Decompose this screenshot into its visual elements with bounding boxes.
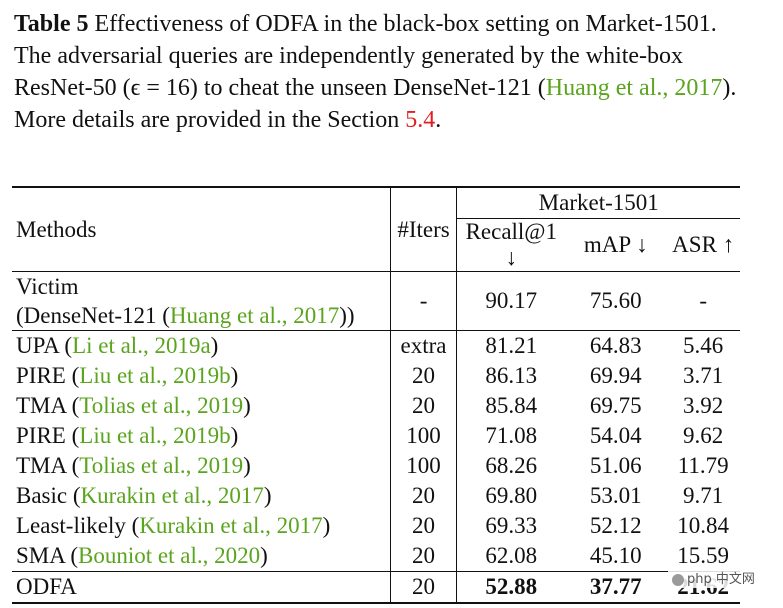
victim-label: Victim	[16, 274, 79, 299]
map-cell: 69.75	[589, 393, 642, 418]
method-name: TMA	[16, 393, 66, 418]
header-map: mAP ↓	[583, 232, 648, 257]
iters-cell: 20	[389, 481, 458, 511]
caption-text-2: ). More details are provided in the Sect…	[14, 75, 737, 133]
method-name: TMA	[16, 453, 66, 478]
method-name: PIRE	[16, 423, 66, 448]
header-dataset: Market-1501	[456, 187, 740, 219]
watermark-text: php 中文网	[687, 572, 755, 587]
caption-text-3: .	[435, 107, 442, 133]
method-name: SMA	[16, 543, 65, 568]
method-cell: TMA (Tolias et al., 2019)	[16, 393, 251, 418]
map-cell: 51.06	[589, 453, 642, 478]
asr-cell: 3.71	[683, 363, 724, 388]
method-citation-link[interactable]: Liu et al., 2019b	[79, 423, 231, 448]
asr-cell: 10.84	[677, 513, 730, 538]
recall-cell: 81.21	[485, 333, 538, 358]
header-methods: Methods	[16, 216, 97, 242]
victim-asr: -	[699, 288, 707, 313]
method-cell: TMA (Tolias et al., 2019)	[16, 453, 251, 478]
recall-cell: 68.26	[485, 453, 538, 478]
method-citation-link[interactable]: Bouniot et al., 2020	[78, 543, 261, 568]
table-caption: Table 5 Effectiveness of ODFA in the bla…	[14, 8, 759, 136]
method-citation-link[interactable]: Tolias et al., 2019	[79, 393, 244, 418]
method-name: PIRE	[16, 363, 66, 388]
method-name: Least-likely	[16, 513, 126, 538]
method-cell: Basic (Kurakin et al., 2017)	[16, 483, 272, 508]
method-citation-link[interactable]: Tolias et al., 2019	[79, 453, 244, 478]
header-recall: Recall@1 ↓	[465, 219, 557, 270]
method-citation-link[interactable]: Liu et al., 2019b	[79, 363, 231, 388]
method-citation-link[interactable]: Kurakin et al., 2017	[80, 483, 264, 508]
victim-iters: -	[389, 271, 458, 331]
odfa-map: 37.77	[589, 574, 642, 599]
map-cell: 64.83	[589, 333, 642, 358]
iters-cell: 100	[389, 451, 458, 481]
method-name: Basic	[16, 483, 68, 508]
table-row: Least-likely (Kurakin et al., 2017) 20 69.…	[12, 511, 740, 541]
table-row: UPA (Li et al., 2019a) extra 81.21 64.83 5.4…	[12, 330, 740, 361]
odfa-recall: 52.88	[485, 574, 538, 599]
method-cell: Least-likely (Kurakin et al., 2017)	[16, 513, 331, 538]
method-cell: SMA (Bouniot et al., 2020)	[16, 543, 268, 568]
table-row: PIRE (Liu et al., 2019b) 20 86.13 69.94 3.71	[12, 361, 740, 391]
table-row: TMA (Tolias et al., 2019) 20 85.84 69.75 3.9…	[12, 391, 740, 421]
map-cell: 54.04	[589, 423, 642, 448]
victim-method: Victim (DenseNet-121 (Huang et al., 2017…	[12, 272, 390, 331]
results-table: Methods #Iters Market-1501 Recall@1 ↓ mA…	[12, 186, 740, 604]
php-logo-icon	[672, 573, 684, 586]
header-row-2: Recall@1 ↓ mAP ↓ ASR ↑	[12, 219, 740, 272]
header-asr: ASR ↑	[672, 232, 735, 257]
header-iters: #Iters	[389, 187, 458, 272]
recall-cell: 69.33	[485, 513, 538, 538]
header-row-1: Methods #Iters Market-1501	[12, 187, 740, 272]
table-row-odfa: ODFA 20 52.88 37.77 21.62	[12, 571, 740, 603]
map-cell: 52.12	[589, 513, 642, 538]
asr-cell: 3.92	[683, 393, 724, 418]
method-citation-link[interactable]: Kurakin et al., 2017	[139, 513, 323, 538]
iters-cell: 20	[389, 541, 458, 572]
iters-cell: extra	[389, 330, 458, 361]
recall-cell: 62.08	[485, 543, 538, 568]
map-cell: 69.94	[589, 363, 642, 388]
asr-cell: 5.46	[683, 333, 724, 358]
method-cell: PIRE (Liu et al., 2019b)	[16, 363, 239, 388]
recall-cell: 85.84	[485, 393, 538, 418]
attack-rows: UPA (Li et al., 2019a) extra 81.21 64.83 5.4…	[12, 330, 740, 572]
asr-cell: 15.59	[677, 543, 730, 568]
method-cell: UPA (Li et al., 2019a)	[16, 333, 219, 358]
iters-cell: 100	[389, 421, 458, 451]
section-ref-link[interactable]: 5.4	[405, 107, 436, 133]
victim-model-pre: (DenseNet-121 (	[16, 303, 170, 328]
table-row: TMA (Tolias et al., 2019) 100 68.26 51.06 11…	[12, 451, 740, 481]
table-row-victim: Victim (DenseNet-121 (Huang et al., 2017…	[12, 271, 740, 331]
asr-cell: 11.79	[677, 453, 729, 478]
victim-recall: 90.17	[485, 288, 538, 313]
victim-model-post: ))	[339, 303, 355, 328]
recall-cell: 69.80	[485, 483, 538, 508]
recall-cell: 86.13	[485, 363, 538, 388]
map-cell: 45.10	[589, 543, 642, 568]
watermark: php 中文网	[668, 567, 759, 588]
victim-map: 75.60	[589, 288, 642, 313]
method-name: UPA	[16, 333, 59, 358]
table-row: SMA (Bouniot et al., 2020) 20 62.08 45.10 15…	[12, 541, 740, 572]
caption-text: Effectiveness of ODFA in the black-box s…	[14, 11, 717, 101]
iters-cell: 20	[389, 361, 458, 391]
asr-cell: 9.71	[683, 483, 724, 508]
odfa-method: ODFA	[16, 574, 77, 599]
victim-citation-link[interactable]: Huang et al., 2017	[169, 303, 340, 328]
method-cell: PIRE (Liu et al., 2019b)	[16, 423, 239, 448]
map-cell: 53.01	[589, 483, 642, 508]
caption-citation-link[interactable]: Huang et al., 2017	[545, 75, 723, 101]
iters-cell: 20	[389, 391, 458, 421]
caption-label: Table 5	[14, 11, 89, 37]
asr-cell: 9.62	[683, 423, 724, 448]
iters-cell: 20	[389, 511, 458, 541]
recall-cell: 71.08	[485, 423, 538, 448]
table-row: PIRE (Liu et al., 2019b) 100 71.08 54.04 9.6…	[12, 421, 740, 451]
method-citation-link[interactable]: Li et al., 2019a	[72, 333, 211, 358]
odfa-iters: 20	[389, 571, 458, 603]
table-row: Basic (Kurakin et al., 2017) 20 69.80 53.01…	[12, 481, 740, 511]
